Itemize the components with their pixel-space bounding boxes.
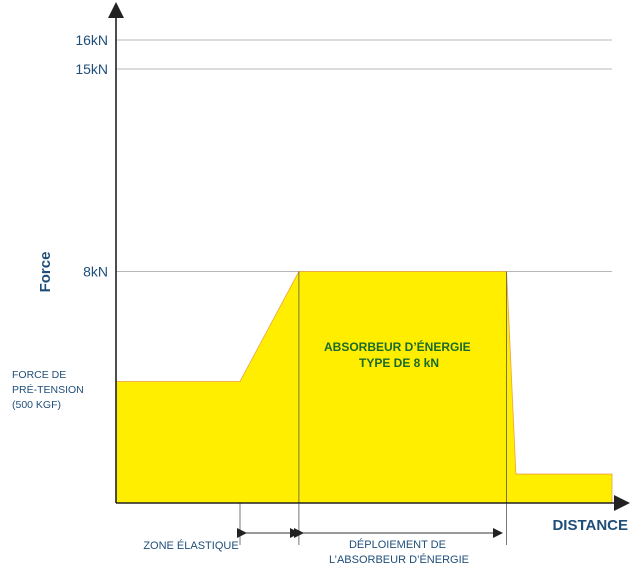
y-tick-label: 16kN [75, 32, 108, 48]
force-area [115, 271, 613, 504]
pretension-line-2: PRÉ-TENSION [12, 383, 84, 396]
x-axis-title: DISTANCE [552, 517, 628, 534]
y-tick-labels: 16kN 15kN 8kN [75, 32, 108, 280]
region-dividers [239, 271, 508, 545]
y-tick-label: 8kN [83, 264, 108, 280]
absorber-line-2: TYPE DE 8 kN [359, 356, 439, 370]
pretension-line-1: FORCE DE [12, 369, 66, 381]
deployment-line-1: DÉPLOIEMENT DE [349, 538, 446, 551]
elastic-zone-label: ZONE ÉLASTIQUE [143, 539, 238, 552]
absorber-line-1: ABSORBEUR D’ÉNERGIE [324, 339, 471, 354]
pretension-note: FORCE DE PRÉ-TENSION (500 KGF) [12, 369, 87, 411]
area-series [115, 271, 613, 504]
y-axis-title: Force [37, 252, 54, 293]
gridlines [116, 39, 612, 272]
deployment-label: DÉPLOIEMENT DE L’ABSORBEUR D’ÉNERGIE [329, 538, 469, 566]
absorber-label: ABSORBEUR D’ÉNERGIE TYPE DE 8 kN [324, 339, 474, 370]
deployment-line-2: L’ABSORBEUR D’ÉNERGIE [329, 553, 469, 566]
y-tick-label: 15kN [75, 61, 108, 77]
pretension-line-3: (500 KGF) [12, 399, 61, 411]
